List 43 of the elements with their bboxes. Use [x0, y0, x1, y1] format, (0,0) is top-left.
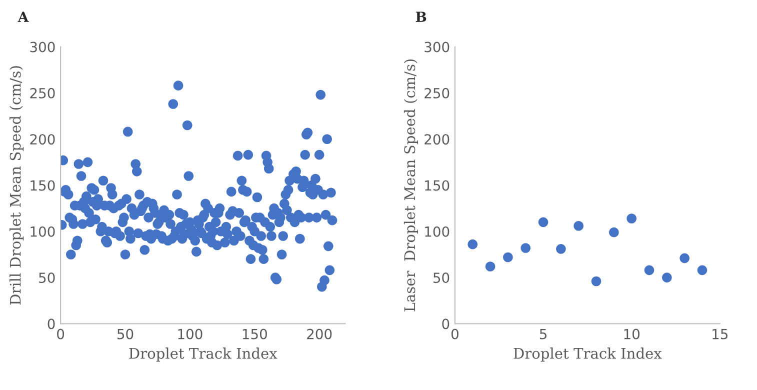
y-tick-label: 300 — [30, 42, 55, 52]
y-tick-label: 200 — [30, 134, 55, 145]
point — [574, 220, 584, 231]
point — [538, 217, 548, 228]
point — [556, 244, 566, 254]
y-tick-label: 150 — [30, 180, 55, 191]
x-tick-label: 150 — [242, 328, 267, 340]
x-tick-label: 5 — [540, 328, 546, 340]
point — [662, 272, 672, 282]
point — [520, 243, 531, 253]
x-axis-title: Droplet Track Index — [129, 348, 278, 362]
y-tick-label: 250 — [424, 88, 450, 98]
y-tick-label: 50 — [39, 272, 55, 284]
x-tick-label: 50 — [117, 328, 134, 340]
y-tick-label: 150 — [425, 180, 450, 191]
chart-title: B — [416, 12, 426, 22]
x-tick-label: 100 — [178, 328, 202, 340]
y-tick-label: 300 — [424, 42, 450, 52]
y-tick-label: 100 — [425, 226, 450, 237]
point — [680, 253, 690, 264]
chart-title: A — [18, 12, 29, 22]
y-tick-label: 0 — [442, 318, 450, 330]
x-tick-label: 0 — [57, 328, 64, 340]
y-tick-label: 50 — [433, 272, 450, 284]
y-axis-title: Laser Droplet Mean Speed (cm/s) — [404, 59, 418, 312]
y-tick-label: 100 — [30, 226, 55, 237]
point — [697, 265, 708, 276]
point — [609, 227, 619, 238]
x-axis-title: Droplet Track Index — [514, 348, 662, 362]
y-tick-label: 0 — [48, 318, 55, 330]
point — [626, 214, 636, 224]
x-tick-label: 0 — [451, 328, 458, 340]
x-tick-label: 10 — [624, 328, 640, 340]
y-tick-label: 250 — [30, 88, 55, 98]
y-tick-label: 200 — [424, 134, 450, 145]
point — [591, 276, 602, 286]
x-tick-label: 15 — [712, 328, 728, 340]
point — [468, 239, 478, 250]
y-axis-title: Drill Droplet Mean Speed (cm/s) — [10, 66, 24, 305]
point — [644, 265, 654, 276]
point — [503, 252, 513, 262]
x-tick-label: 200 — [307, 328, 332, 340]
point — [485, 262, 496, 272]
